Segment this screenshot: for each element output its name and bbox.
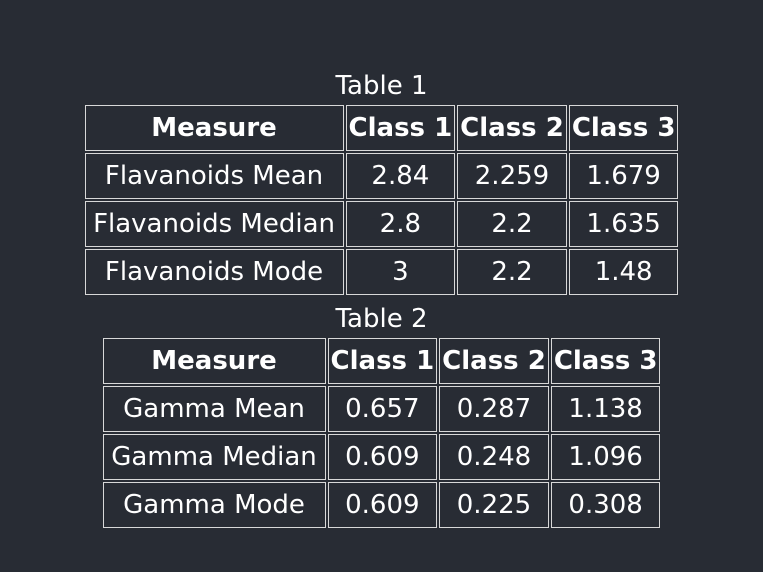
table1-header-measure: Measure	[84, 105, 344, 151]
table2-header-class3: Class 3	[550, 338, 661, 384]
table-cell: 2.2	[457, 201, 567, 247]
table2-caption: Table 2	[335, 304, 428, 334]
table-cell: 0.609	[327, 482, 438, 528]
table-cell: 3	[345, 249, 456, 295]
table1-caption: Table 1	[335, 71, 428, 101]
table-cell: 1.138	[550, 386, 661, 432]
table2-header-measure: Measure	[102, 338, 326, 384]
table2: Measure Class 1 Class 2 Class 3 Gamma Me…	[101, 336, 663, 530]
table-cell: 0.657	[327, 386, 438, 432]
table1-header-class2: Class 2	[457, 105, 567, 151]
table-cell: 0.609	[327, 434, 438, 480]
table-cell: 2.259	[457, 153, 567, 199]
table-cell: 1.48	[568, 249, 679, 295]
table-cell: 1.096	[550, 434, 661, 480]
table-row: Flavanoids Mode 3 2.2 1.48	[84, 249, 679, 295]
table2-header-class1: Class 1	[327, 338, 438, 384]
table-cell: 0.287	[439, 386, 549, 432]
table-cell: 2.8	[345, 201, 456, 247]
table-cell: Flavanoids Mode	[84, 249, 344, 295]
table-cell: Flavanoids Median	[84, 201, 344, 247]
table-cell: 2.2	[457, 249, 567, 295]
table2-header-row: Measure Class 1 Class 2 Class 3	[102, 338, 661, 384]
table1: Measure Class 1 Class 2 Class 3 Flavanoi…	[83, 103, 681, 297]
table-cell: 0.225	[439, 482, 549, 528]
table1-header-class1: Class 1	[345, 105, 456, 151]
table-cell: 2.84	[345, 153, 456, 199]
table-cell: 1.679	[568, 153, 679, 199]
table-row: Flavanoids Median 2.8 2.2 1.635	[84, 201, 679, 247]
table-row: Gamma Mean 0.657 0.287 1.138	[102, 386, 661, 432]
table-row: Flavanoids Mean 2.84 2.259 1.679	[84, 153, 679, 199]
table-row: Gamma Median 0.609 0.248 1.096	[102, 434, 661, 480]
table-row: Gamma Mode 0.609 0.225 0.308	[102, 482, 661, 528]
table-cell: 1.635	[568, 201, 679, 247]
table-cell: Flavanoids Mean	[84, 153, 344, 199]
table-cell: 0.308	[550, 482, 661, 528]
table-cell: Gamma Mean	[102, 386, 326, 432]
table2-block: Table 2 Measure Class 1 Class 2 Class 3 …	[0, 300, 763, 530]
table1-header-row: Measure Class 1 Class 2 Class 3	[84, 105, 679, 151]
table2-header-class2: Class 2	[439, 338, 549, 384]
table-cell: 0.248	[439, 434, 549, 480]
table-cell: Gamma Mode	[102, 482, 326, 528]
table1-header-class3: Class 3	[568, 105, 679, 151]
table-cell: Gamma Median	[102, 434, 326, 480]
table1-block: Table 1 Measure Class 1 Class 2 Class 3 …	[0, 67, 763, 297]
